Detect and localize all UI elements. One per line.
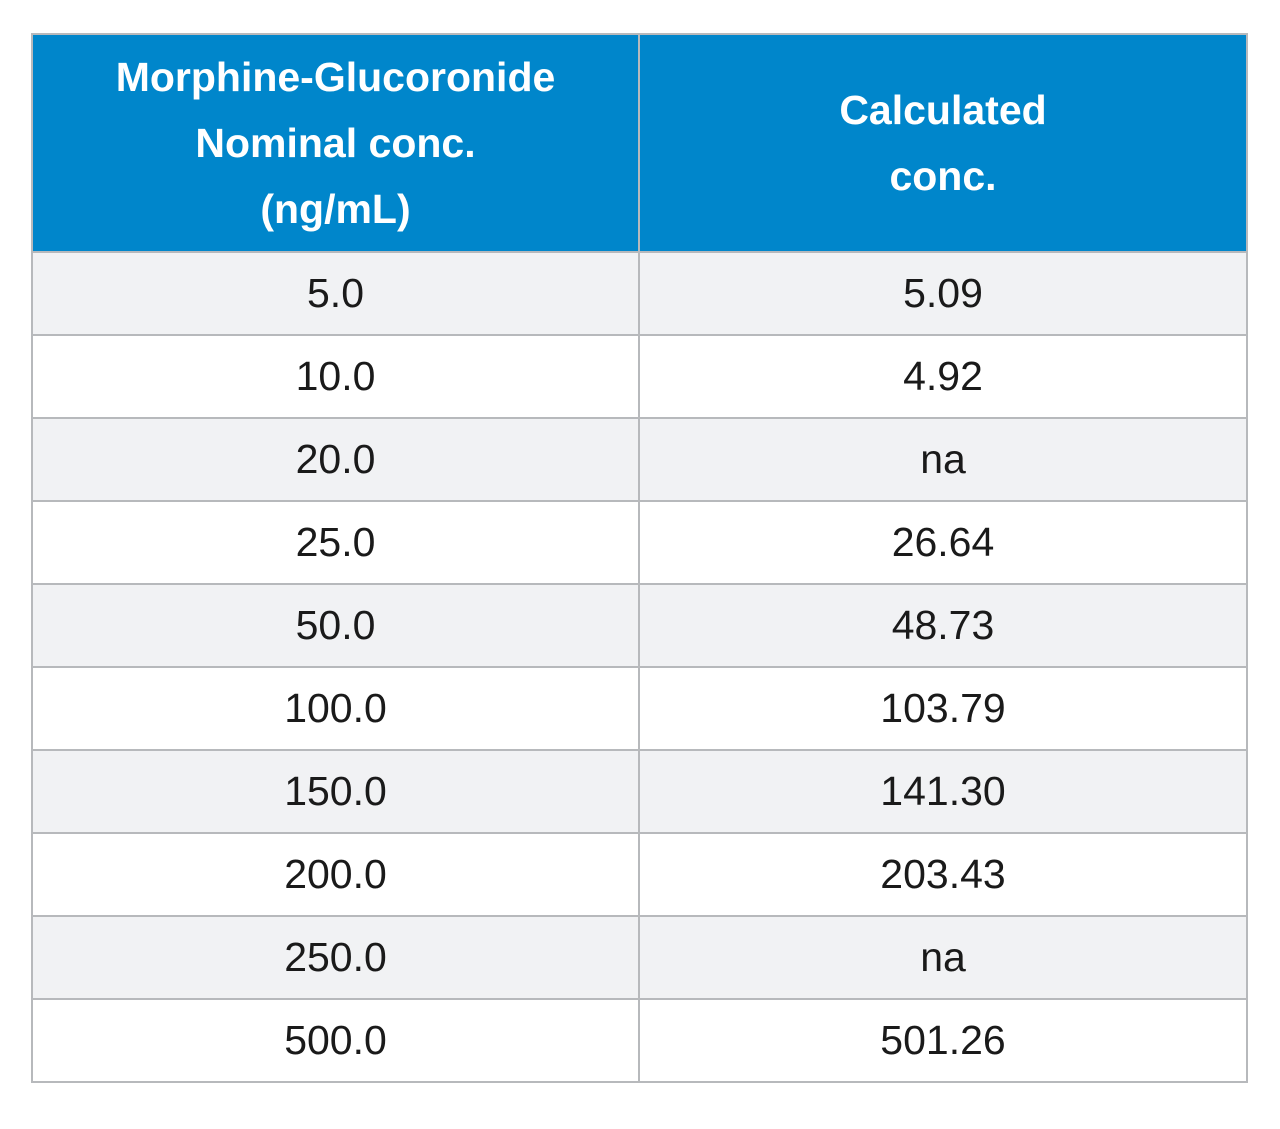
nominal-conc-cell: 100.0 — [31, 666, 640, 751]
header-calculated-line-2: conc. — [889, 153, 997, 199]
header-nominal-line-1: Morphine-Glucoronide — [115, 54, 556, 100]
calculated-conc-cell: 4.92 — [638, 334, 1248, 419]
nominal-conc-cell: 20.0 — [31, 417, 640, 502]
table-row: 200.0 203.43 — [31, 832, 1248, 917]
table-row: 250.0 na — [31, 915, 1248, 1000]
table-row: 25.0 26.64 — [31, 500, 1248, 585]
table-row: 500.0 501.26 — [31, 998, 1248, 1083]
table-row: 150.0 141.30 — [31, 749, 1248, 834]
nominal-conc-cell: 150.0 — [31, 749, 640, 834]
calculated-conc-cell: 26.64 — [638, 500, 1248, 585]
table-row: 50.0 48.73 — [31, 583, 1248, 668]
header-calculated-line-1: Calculated — [839, 87, 1047, 133]
calculated-conc-cell: 48.73 — [638, 583, 1248, 668]
nominal-conc-cell: 5.0 — [31, 251, 640, 336]
concentration-table: Morphine-Glucoronide Nominal conc. (ng/m… — [31, 33, 1248, 1083]
nominal-conc-cell: 25.0 — [31, 500, 640, 585]
calculated-conc-cell: 103.79 — [638, 666, 1248, 751]
table-row: 100.0 103.79 — [31, 666, 1248, 751]
nominal-conc-cell: 500.0 — [31, 998, 640, 1083]
header-nominal-line-2: Nominal conc. — [195, 120, 476, 166]
calculated-conc-cell: na — [638, 417, 1248, 502]
header-row: Morphine-Glucoronide Nominal conc. (ng/m… — [31, 34, 1248, 253]
nominal-conc-cell: 250.0 — [31, 915, 640, 1000]
table-row: 20.0 na — [31, 417, 1248, 502]
calculated-conc-cell: na — [638, 915, 1248, 1000]
calculated-conc-cell: 5.09 — [638, 251, 1248, 336]
header-calculated-conc: Calculated conc. — [638, 34, 1248, 253]
table-container: Morphine-Glucoronide Nominal conc. (ng/m… — [31, 33, 1248, 1083]
nominal-conc-cell: 200.0 — [31, 832, 640, 917]
nominal-conc-cell: 50.0 — [31, 583, 640, 668]
table-header: Morphine-Glucoronide Nominal conc. (ng/m… — [31, 34, 1248, 253]
calculated-conc-cell: 203.43 — [638, 832, 1248, 917]
calculated-conc-cell: 141.30 — [638, 749, 1248, 834]
header-nominal-conc: Morphine-Glucoronide Nominal conc. (ng/m… — [31, 34, 640, 253]
table-row: 10.0 4.92 — [31, 334, 1248, 419]
table-body: 5.0 5.09 10.0 4.92 20.0 na 25.0 26.64 50.0 48.73 1… — [31, 251, 1248, 1083]
header-nominal-line-3: (ng/mL) — [260, 186, 411, 232]
table-row: 5.0 5.09 — [31, 251, 1248, 336]
nominal-conc-cell: 10.0 — [31, 334, 640, 419]
calculated-conc-cell: 501.26 — [638, 998, 1248, 1083]
